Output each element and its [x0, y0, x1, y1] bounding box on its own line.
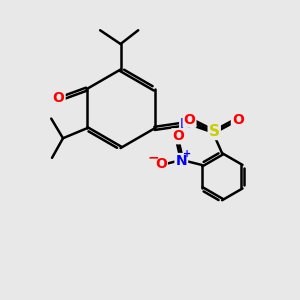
Text: N: N	[180, 118, 192, 131]
Text: S: S	[209, 124, 220, 139]
Text: O: O	[155, 157, 167, 171]
Text: N: N	[176, 154, 187, 168]
Text: O: O	[172, 129, 184, 143]
Text: O: O	[53, 91, 64, 105]
Text: +: +	[183, 149, 191, 159]
Text: O: O	[184, 113, 195, 127]
Text: −: −	[147, 150, 159, 164]
Text: O: O	[232, 113, 244, 127]
